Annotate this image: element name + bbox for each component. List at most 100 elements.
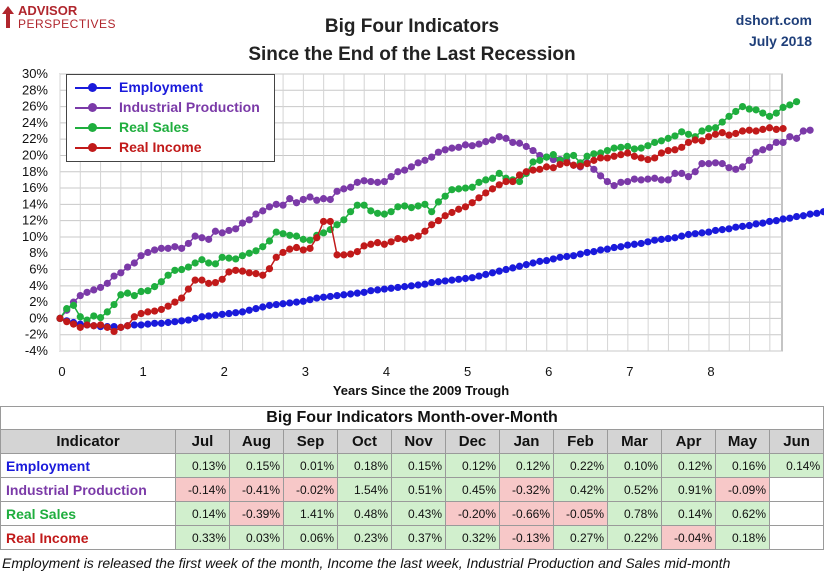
y-tick-label: 12% <box>22 213 48 228</box>
series-point-employment <box>157 319 165 327</box>
series-point-real-income <box>90 322 98 330</box>
series-point-real-income <box>678 143 686 151</box>
series-point-real-sales <box>252 247 260 255</box>
x-tick-label: 4 <box>383 364 390 379</box>
table-cell: 0.22% <box>607 525 662 550</box>
series-point-industrial-production <box>711 159 720 167</box>
series-point-industrial-production <box>401 166 409 174</box>
series-point-real-sales <box>529 158 537 166</box>
column-header-jul: Jul <box>175 429 230 454</box>
series-point-real-sales <box>225 254 233 262</box>
series-point-real-sales <box>495 169 503 177</box>
series-point-employment <box>482 270 490 279</box>
series-point-real-sales <box>455 185 463 193</box>
series-point-employment <box>664 234 672 243</box>
y-tick-label: 18% <box>22 164 48 179</box>
series-point-real-income <box>117 323 125 331</box>
series-point-real-income <box>394 234 402 243</box>
series-point-industrial-production <box>482 138 490 146</box>
table-cell: 0.23% <box>337 525 392 550</box>
series-point-employment <box>346 290 355 298</box>
x-tick-label: 6 <box>545 364 552 379</box>
series-point-real-sales <box>421 200 429 208</box>
source-site: dshort.com <box>735 12 812 28</box>
series-point-real-sales <box>191 259 199 267</box>
x-tick-label: 3 <box>302 364 309 379</box>
series-point-real-sales <box>536 156 544 164</box>
table-row: Real Sales 0.14% -0.39% 1.41% 0.48% 0.43% -0.2… <box>0 501 824 526</box>
series-point-employment <box>738 222 747 230</box>
table-cell: -0.05% <box>553 501 608 526</box>
series-point-real-income <box>164 302 172 310</box>
series-point-real-income <box>651 154 659 162</box>
series-point-industrial-production <box>205 235 213 243</box>
series-point-real-sales <box>792 98 801 106</box>
legend-marker <box>88 123 97 132</box>
series-point-real-sales <box>515 177 524 186</box>
table-cell: 0.12% <box>661 453 716 478</box>
series-point-employment <box>434 278 443 286</box>
series-point-real-income <box>353 248 361 256</box>
y-tick-label: 6% <box>29 262 48 277</box>
table-cell: 0.33% <box>175 525 230 550</box>
series-point-employment <box>765 217 774 226</box>
series-point-real-income <box>252 270 260 278</box>
series-point-employment <box>637 239 645 248</box>
series-point-industrial-production <box>238 219 247 227</box>
series-point-real-sales <box>725 112 733 120</box>
series-point-industrial-production <box>326 195 334 204</box>
column-header-jun: Jun <box>768 429 824 454</box>
series-point-real-income <box>779 124 787 133</box>
series-point-industrial-production <box>421 156 429 164</box>
brand-logo: ADVISOR PERSPECTIVES <box>2 2 132 34</box>
y-tick-label: 24% <box>22 115 48 130</box>
series-point-employment <box>549 255 557 263</box>
series-point-employment <box>786 214 794 222</box>
series-point-employment <box>232 309 240 317</box>
series-point-real-income <box>374 239 382 247</box>
series-point-industrial-production <box>360 177 368 185</box>
series-point-real-sales <box>299 235 307 243</box>
series-point-real-sales <box>468 183 476 191</box>
series-point-real-income <box>732 129 740 138</box>
series-point-real-sales <box>340 216 348 224</box>
series-point-employment <box>211 311 220 319</box>
series-point-real-income <box>299 246 307 254</box>
series-point-industrial-production <box>394 168 402 176</box>
series-point-employment <box>576 250 584 258</box>
series-point-industrial-production <box>211 227 220 235</box>
series-point-industrial-production <box>509 138 517 147</box>
table-cell: 0.32% <box>445 525 500 550</box>
table-cell: -0.39% <box>229 501 284 526</box>
series-point-employment <box>401 283 409 291</box>
series-point-employment <box>441 277 449 285</box>
series-point-employment <box>583 248 591 257</box>
y-tick-label: 2% <box>29 294 48 309</box>
series-point-real-sales <box>434 198 443 206</box>
series-point-real-income <box>630 152 638 160</box>
series-point-employment <box>205 312 213 320</box>
series-point-real-sales <box>360 201 368 209</box>
series-point-industrial-production <box>617 178 625 186</box>
series-point-industrial-production <box>637 176 645 184</box>
series-point-industrial-production <box>698 160 706 168</box>
series-point-real-income <box>657 149 666 157</box>
series-point-industrial-production <box>333 187 341 195</box>
series-point-real-sales <box>184 263 192 271</box>
series-point-industrial-production <box>745 156 753 164</box>
series-point-industrial-production <box>468 142 476 150</box>
column-header-aug: Aug <box>229 429 284 454</box>
series-point-real-income <box>711 130 720 138</box>
series-point-real-sales <box>333 221 341 229</box>
series-point-employment <box>718 226 726 234</box>
series-point-industrial-production <box>434 148 443 156</box>
table-cell: 0.52% <box>607 477 662 502</box>
series-point-real-income <box>603 154 611 162</box>
series-point-real-sales <box>211 260 220 268</box>
series-point-industrial-production <box>792 134 801 142</box>
table-cell: -0.02% <box>283 477 338 502</box>
series-point-industrial-production <box>346 183 355 191</box>
series-point-industrial-production <box>495 133 503 141</box>
series-point-real-income <box>563 159 571 167</box>
series-point-employment <box>678 232 686 240</box>
